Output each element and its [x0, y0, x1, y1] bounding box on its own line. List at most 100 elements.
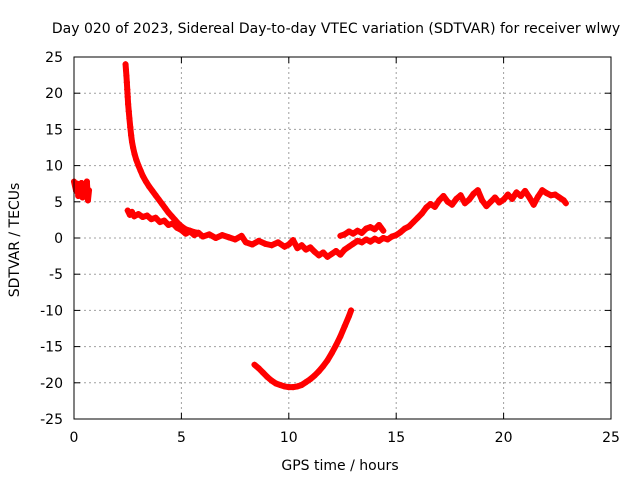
- data-point: [526, 194, 533, 201]
- data-point: [137, 167, 144, 174]
- data-point: [232, 236, 239, 243]
- data-point: [168, 213, 175, 220]
- data-point: [509, 195, 516, 202]
- y-tick-label: -15: [40, 340, 63, 356]
- y-tick-label: -25: [40, 412, 63, 428]
- data-point: [165, 209, 172, 216]
- data-point: [311, 372, 318, 379]
- data-point: [530, 201, 537, 208]
- y-tick-label: -10: [40, 303, 63, 319]
- data-series: [71, 178, 93, 204]
- data-point: [436, 197, 443, 204]
- data-point: [302, 246, 309, 253]
- data-point: [131, 151, 138, 158]
- data-point: [127, 124, 134, 131]
- data-point: [260, 369, 267, 376]
- data-point: [212, 235, 219, 241]
- data-point: [307, 376, 314, 383]
- data-point: [522, 187, 529, 194]
- data-point: [255, 365, 262, 372]
- data-point: [358, 239, 365, 246]
- data-point: [328, 250, 335, 257]
- data-point: [162, 205, 169, 212]
- data-point: [124, 86, 131, 93]
- data-point: [348, 307, 355, 314]
- data-point: [302, 379, 309, 386]
- data-point: [562, 200, 569, 207]
- data-point: [125, 101, 132, 108]
- data-point: [142, 178, 149, 185]
- x-tick-label: 15: [387, 430, 405, 446]
- data-point: [298, 242, 305, 249]
- data-point: [79, 194, 86, 201]
- data-point: [345, 228, 352, 235]
- data-point: [552, 191, 559, 198]
- data-point: [328, 350, 335, 357]
- data-point: [199, 233, 206, 240]
- data-point: [401, 225, 408, 232]
- data-point: [371, 226, 378, 233]
- data-point: [350, 240, 357, 247]
- data-point: [126, 115, 133, 122]
- y-tick-label: -20: [40, 376, 63, 392]
- data-point: [275, 239, 282, 246]
- data-point: [123, 72, 130, 79]
- data-point: [354, 227, 361, 234]
- data-point: [195, 229, 202, 236]
- data-point: [124, 93, 131, 100]
- y-tick-label: 5: [54, 195, 63, 211]
- data-point: [290, 237, 297, 244]
- data-point: [174, 224, 181, 231]
- data-point: [182, 230, 189, 237]
- data-point: [440, 193, 447, 200]
- data-point: [466, 196, 473, 203]
- data-point: [135, 211, 142, 218]
- chart-title: Day 020 of 2023, Sidereal Day-to-day VTE…: [52, 21, 620, 37]
- data-point: [178, 227, 185, 234]
- data-point: [358, 229, 365, 236]
- data-point: [345, 243, 352, 250]
- data-point: [380, 227, 387, 234]
- data-point: [268, 242, 275, 249]
- data-point: [384, 236, 391, 243]
- data-point: [315, 252, 322, 259]
- x-tick-label: 25: [602, 430, 620, 446]
- x-axis-label: GPS time / hours: [281, 458, 398, 474]
- data-point: [474, 187, 481, 194]
- data-point: [315, 368, 322, 375]
- data-point: [418, 210, 425, 217]
- data-point: [131, 213, 138, 220]
- data-point: [500, 196, 507, 203]
- data-point: [470, 190, 477, 197]
- data-point: [367, 238, 374, 245]
- x-tick-label: 10: [280, 430, 298, 446]
- data-point: [423, 204, 430, 211]
- data-point: [159, 200, 166, 207]
- data-point: [135, 162, 142, 169]
- data-point: [371, 235, 378, 242]
- data-point: [262, 240, 269, 247]
- y-axis-label: SDTVAR / TECUs: [7, 183, 23, 298]
- data-point: [123, 79, 130, 86]
- data-point: [556, 194, 563, 201]
- data-point: [152, 192, 159, 199]
- data-point: [397, 229, 404, 236]
- data-point: [333, 342, 340, 349]
- data-point: [453, 195, 460, 202]
- data-point: [139, 172, 146, 179]
- data-point: [155, 196, 162, 203]
- data-point: [122, 61, 129, 68]
- data-point: [337, 251, 344, 258]
- data-point: [376, 237, 383, 244]
- data-series: [124, 187, 569, 260]
- x-tick-label: 0: [70, 430, 79, 446]
- data-point: [492, 194, 499, 201]
- y-tick-label: 25: [45, 50, 63, 66]
- data-point: [264, 374, 271, 381]
- data-marks: [71, 61, 569, 391]
- data-point: [122, 67, 129, 74]
- data-point: [457, 192, 464, 199]
- data-point: [414, 214, 421, 221]
- data-point: [363, 236, 370, 243]
